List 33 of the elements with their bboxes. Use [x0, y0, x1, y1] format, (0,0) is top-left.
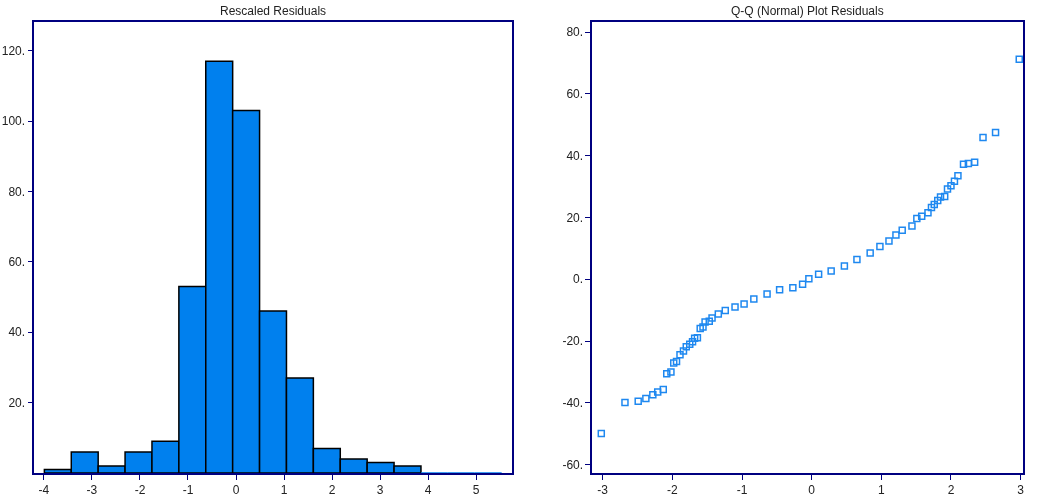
x-tick-label: -3	[597, 483, 609, 498]
y-tick-label: -40.	[562, 396, 584, 411]
x-tick-label: 4	[424, 483, 432, 498]
y-tick-label: -60.	[562, 457, 584, 472]
x-tick-label: 2	[328, 483, 336, 498]
y-tick-label: 80.	[566, 25, 584, 40]
x-tick-label: -2	[134, 483, 146, 498]
y-tick-label: 40.	[566, 148, 584, 163]
x-tick-label: 1	[280, 483, 288, 498]
x-tick-label: -3	[86, 483, 98, 498]
x-tick-label: -4	[38, 483, 50, 498]
y-tick-label: 120.	[1, 43, 26, 58]
y-tick-label: 60.	[566, 87, 584, 102]
x-tick-label: -1	[736, 483, 748, 498]
x-tick-label: 0	[808, 483, 816, 498]
x-tick-label: 5	[472, 483, 480, 498]
x-tick-label: 0	[232, 483, 240, 498]
x-tick-label: 3	[1017, 483, 1025, 498]
y-tick-label: 60.	[8, 255, 26, 270]
x-tick-label: 3	[376, 483, 384, 498]
y-tick-label: 20.	[566, 210, 584, 225]
y-tick-label: 40.	[8, 325, 26, 340]
x-tick-label: 2	[947, 483, 955, 498]
y-tick-label: 20.	[8, 395, 26, 410]
x-tick-label: -1	[182, 483, 194, 498]
y-tick-label: 0.	[573, 272, 584, 287]
y-tick-label: 100.	[1, 114, 26, 129]
x-tick-label: 1	[877, 483, 885, 498]
y-tick-label: 80.	[8, 184, 26, 199]
chart-title: Rescaled Residuals	[220, 4, 327, 18]
chart-title: Q-Q (Normal) Plot Residuals	[731, 4, 884, 18]
y-tick-label: -20.	[562, 334, 584, 349]
x-tick-label: -2	[667, 483, 678, 498]
